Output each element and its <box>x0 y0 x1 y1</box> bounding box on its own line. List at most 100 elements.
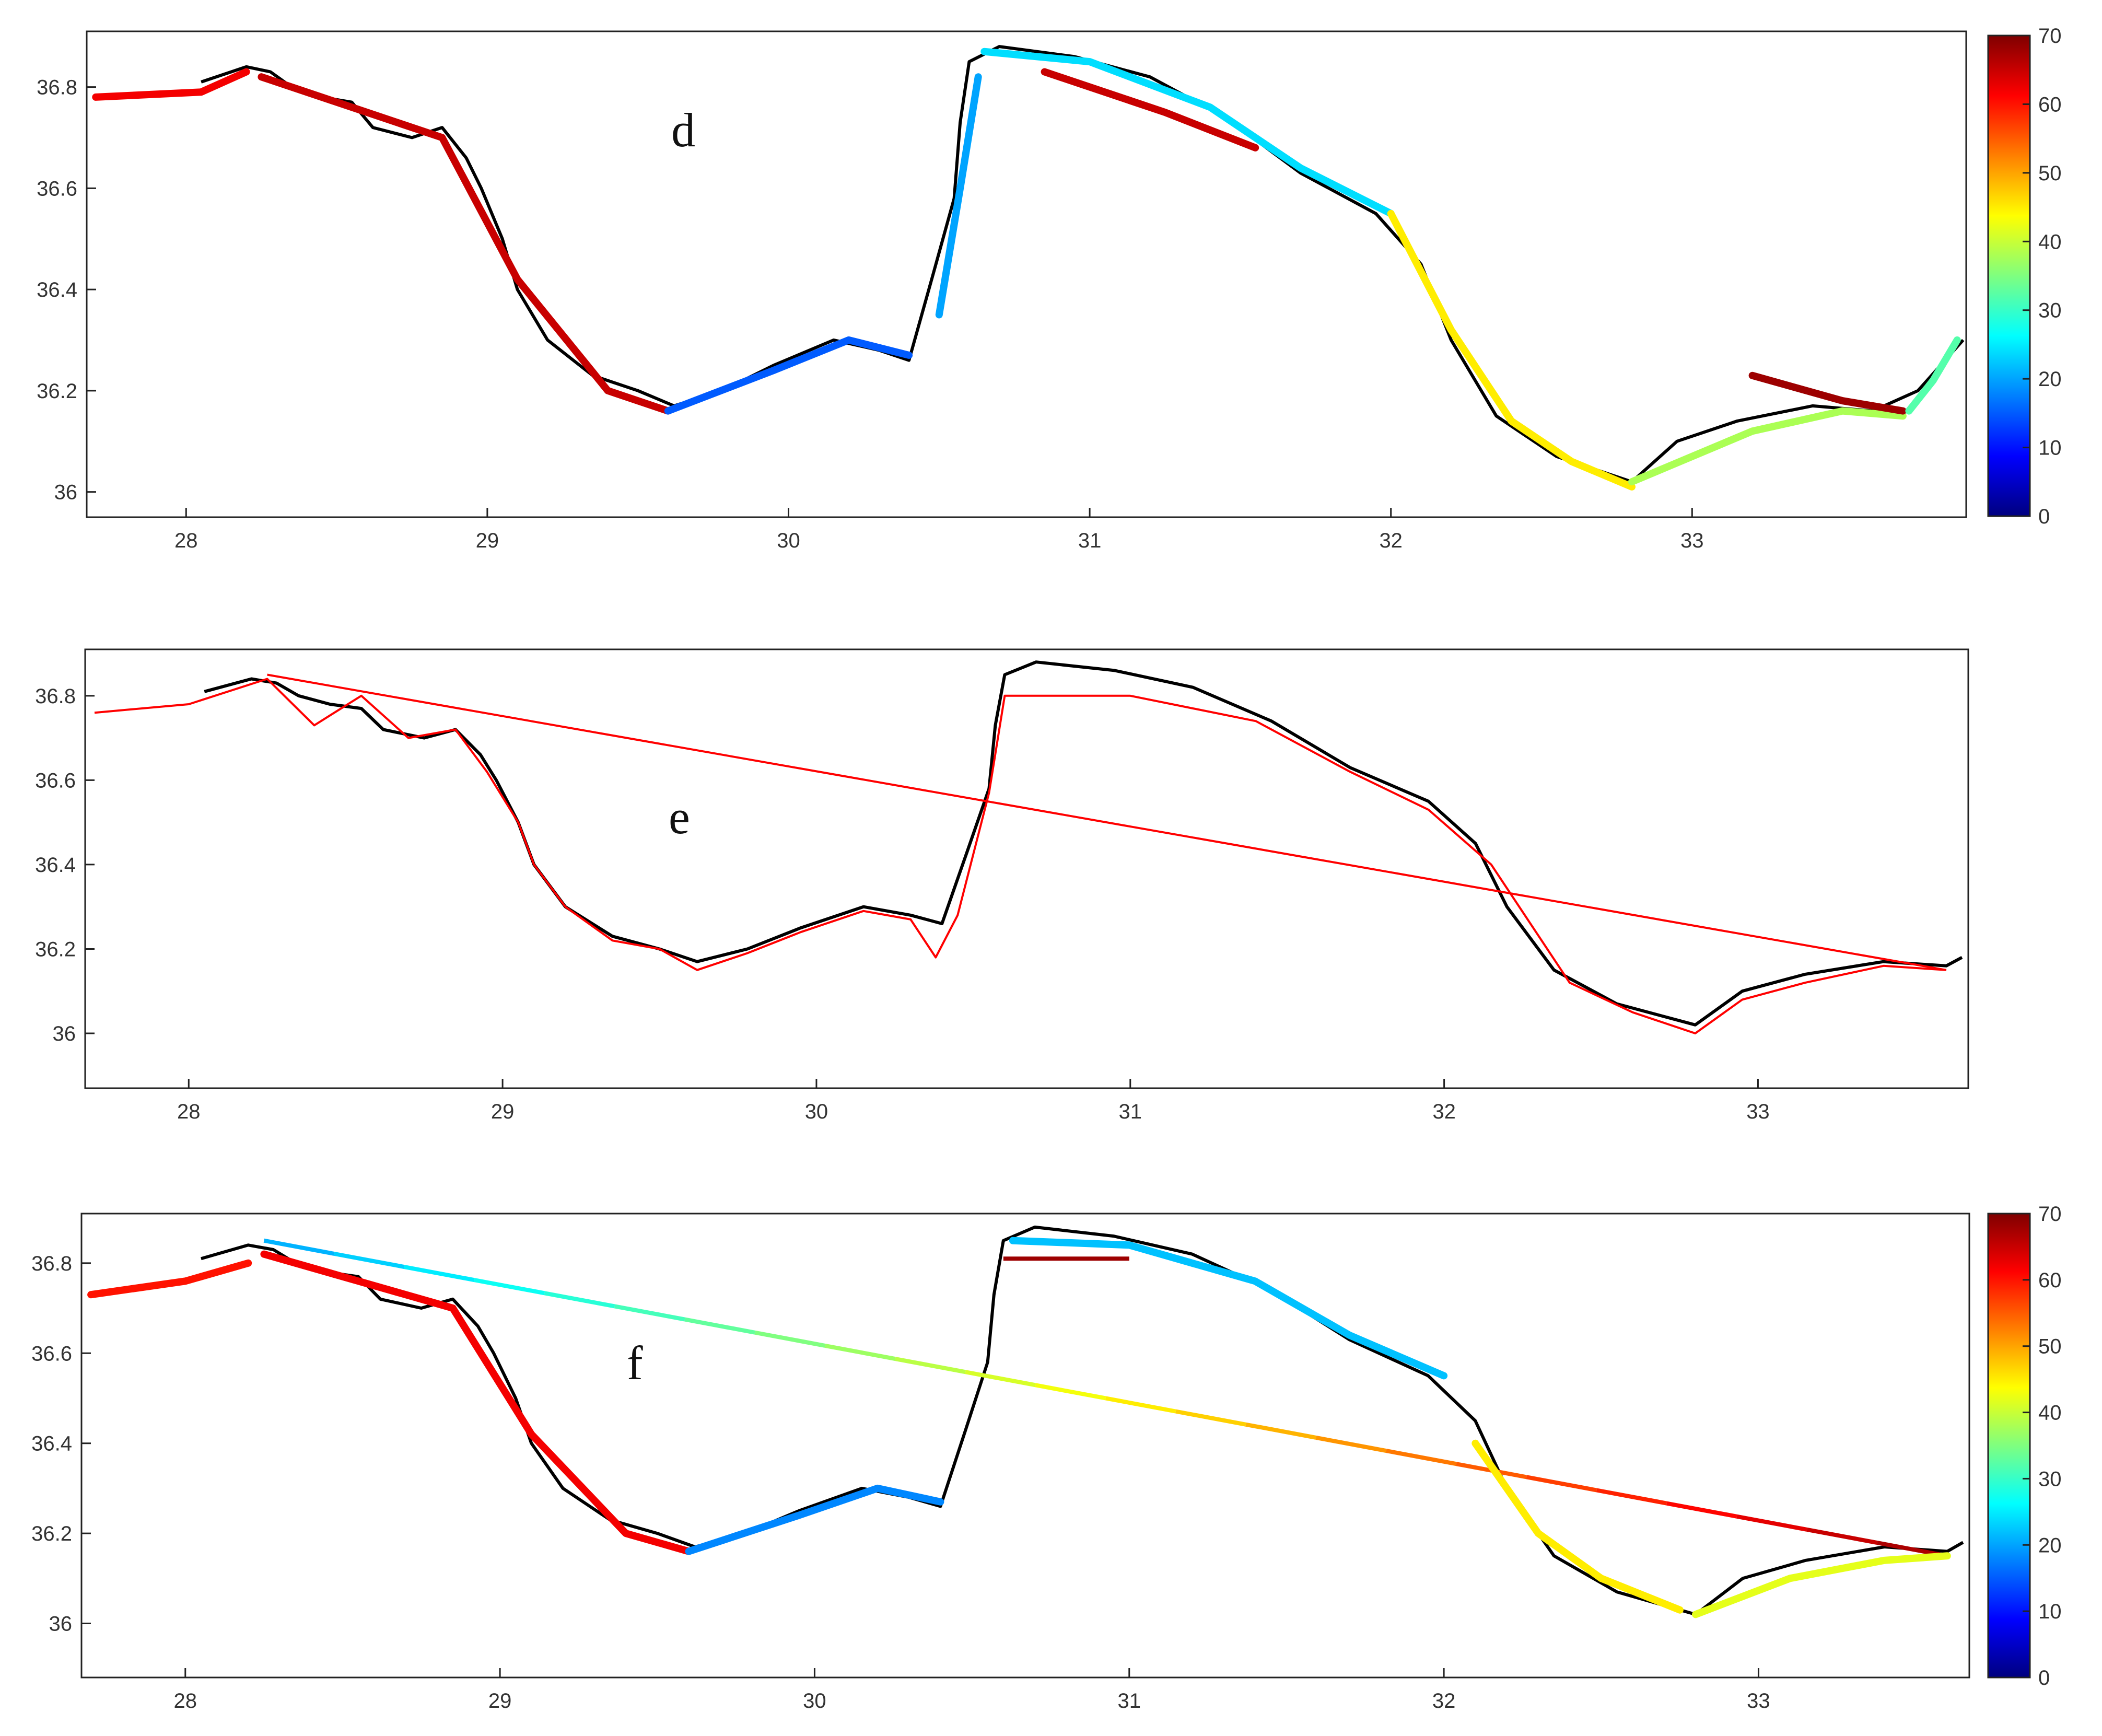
panel-d-colorbar-tick-label: 10 <box>2038 437 2062 460</box>
panel-d-colorbar-tick-label: 50 <box>2038 162 2062 185</box>
panel-f-transect-piece <box>895 1357 966 1374</box>
panel-f-colorbar-tick-label: 40 <box>2038 1402 2062 1425</box>
panel-d-y-tick-label: 36 <box>54 481 78 504</box>
panel-e-x-tick-label: 28 <box>177 1100 201 1123</box>
panel-f-transect-piece <box>404 1265 475 1283</box>
panel-e-x-tick-label: 31 <box>1119 1100 1142 1123</box>
panel-f-y-tick-label: 36 <box>49 1613 73 1636</box>
panel-f-x-tick-label: 28 <box>174 1690 197 1712</box>
panel-e-y-ticks: 36 36.2 36.4 36.6 36.8 <box>35 685 95 1045</box>
panel-f-transect-piece <box>754 1330 826 1348</box>
panel-d-x-tick-label: 32 <box>1379 529 1403 552</box>
panel-f-plot <box>87 1225 1964 1618</box>
panel-f-transect-piece <box>1105 1396 1176 1414</box>
panel-f-x-tick-label: 30 <box>803 1690 826 1712</box>
panel-d-colored-segment <box>935 73 982 319</box>
panel-f-colorbar-tick-label: 70 <box>2038 1203 2062 1226</box>
panel-e-y-tick-label: 36.6 <box>35 769 76 792</box>
panel-d-colorbar-tick-label: 40 <box>2038 230 2062 253</box>
panel-e-shoreline-trace <box>94 678 1947 1034</box>
panel-f-transect-piece <box>1245 1422 1317 1440</box>
panel-e-label: e <box>669 790 690 844</box>
panel-f-x-tick-label: 31 <box>1118 1690 1141 1712</box>
panel-d-colored-segment <box>92 68 250 101</box>
panel-d-colorbar-tick-label: 20 <box>2038 368 2062 391</box>
panel-e-x-tick-label: 33 <box>1746 1100 1770 1123</box>
panel-f-y-tick-label: 36.2 <box>31 1522 72 1545</box>
panel-d-colored-segment <box>980 48 1395 217</box>
panel-d-colored-segment <box>1041 68 1259 152</box>
panel-d-label: d <box>671 103 695 157</box>
panel-e-x-tick-label: 30 <box>805 1100 828 1123</box>
panel-d-y-ticks: 36 36.2 36.4 36.6 36.8 <box>37 76 96 504</box>
panel-d-colored-segment <box>1748 371 1907 415</box>
panel-f-y-tick-label: 36.8 <box>31 1252 72 1275</box>
panel-f-colorbar-tick-label: 10 <box>2038 1600 2062 1623</box>
panel-f-transect-piece <box>1315 1435 1387 1453</box>
panel-f-colorbar-tick-label: 0 <box>2038 1667 2050 1690</box>
panel-f-y-tick-label: 36.6 <box>31 1342 72 1365</box>
panel-f-colored-segment <box>87 1259 252 1299</box>
panel-f-colorbar-tick-label: 20 <box>2038 1534 2062 1557</box>
panel-d: 28 29 30 31 32 33 36 36.2 36.4 36.6 36.8 d 0 10 20 3… <box>37 25 2061 552</box>
panel-f-transect-piece <box>1385 1449 1457 1466</box>
panel-f-colored-segment <box>685 1484 944 1555</box>
panel-f-colorbar-tick-label: 60 <box>2038 1269 2062 1292</box>
panel-e-long-transect <box>267 673 1947 971</box>
panel-d-y-tick-label: 36.2 <box>37 380 77 403</box>
panel-e-x-ticks: 28 29 30 31 32 33 <box>177 1079 1770 1123</box>
panel-e: 28 29 30 31 32 33 36 36.2 36.4 36.6 36.8 e <box>35 648 1969 1123</box>
panel-f-transect-piece <box>1666 1501 1737 1519</box>
panel-f-colorbar-ticks: 0 10 20 30 40 50 60 70 <box>2023 1203 2062 1690</box>
panel-f-transect-piece <box>474 1278 545 1296</box>
panel-f-colored-segment <box>1692 1552 1951 1618</box>
panel-d-colorbar <box>1987 34 2031 517</box>
panel-f: 28 29 30 31 32 33 36 36.2 36.4 36.6 36.8 f 0 10 20 3… <box>31 1203 2061 1712</box>
panel-d-x-tick-label: 29 <box>476 529 499 552</box>
panel-f-transect-piece <box>614 1304 685 1322</box>
panel-d-colored-segment <box>664 336 913 415</box>
panel-f-transect-piece <box>824 1343 896 1361</box>
panel-d-x-ticks: 28 29 30 31 32 33 <box>174 508 1704 552</box>
panel-f-transect-piece <box>1035 1383 1106 1401</box>
panel-f-x-tick-label: 29 <box>488 1690 512 1712</box>
panel-e-y-tick-label: 36 <box>53 1022 76 1045</box>
panel-d-y-tick-label: 36.8 <box>37 76 77 99</box>
panel-d-colored-segment <box>1905 336 1961 415</box>
panel-f-x-tick-label: 32 <box>1432 1690 1456 1712</box>
panel-e-y-tick-label: 36.8 <box>35 685 76 708</box>
panel-d-axes <box>86 30 1967 518</box>
panel-d-colorbar-ticks: 0 10 20 30 40 50 60 70 <box>2023 25 2062 528</box>
panel-d-coastline <box>201 45 1965 484</box>
panel-d-x-tick-label: 28 <box>174 529 198 552</box>
panel-f-colored-segment <box>1472 1439 1684 1614</box>
panel-d-x-tick-label: 30 <box>777 529 800 552</box>
panel-d-colored-segment <box>1628 407 1907 486</box>
panel-f-colored-segment <box>1009 1237 1448 1380</box>
panel-f-transect-piece <box>1526 1475 1597 1493</box>
panel-f-transect-piece <box>263 1238 335 1256</box>
panel-f-x-ticks: 28 29 30 31 32 33 <box>174 1668 1770 1712</box>
panel-d-x-tick-label: 31 <box>1078 529 1102 552</box>
panel-f-transect-piece <box>1596 1488 1667 1506</box>
panel-f-colorbar-tick-label: 30 <box>2038 1467 2062 1490</box>
panel-f-x-tick-label: 33 <box>1747 1690 1770 1712</box>
panel-f-transect-piece <box>1736 1514 1808 1532</box>
panel-d-colorbar-tick-label: 30 <box>2038 299 2062 322</box>
panel-d-y-tick-label: 36.4 <box>37 278 77 301</box>
panel-f-transect-piece <box>684 1317 755 1335</box>
panel-f-y-tick-label: 36.4 <box>31 1432 72 1455</box>
panel-f-colored-segment <box>260 1250 693 1555</box>
panel-f-colorbar-tick-label: 50 <box>2038 1335 2062 1358</box>
panel-e-x-tick-label: 29 <box>491 1100 515 1123</box>
panel-f-transect-piece <box>544 1291 615 1309</box>
panel-d-colorbar-tick-label: 0 <box>2038 505 2050 528</box>
panel-f-transect-piece <box>333 1251 405 1269</box>
panel-e-plot <box>94 660 1963 1034</box>
panel-f-transect-piece <box>1806 1528 1878 1545</box>
panel-d-colorbar-tick-label: 60 <box>2038 93 2062 116</box>
panel-f-transect-piece <box>965 1370 1036 1388</box>
panel-d-plot <box>92 45 1965 491</box>
panel-e-y-tick-label: 36.2 <box>35 938 76 961</box>
